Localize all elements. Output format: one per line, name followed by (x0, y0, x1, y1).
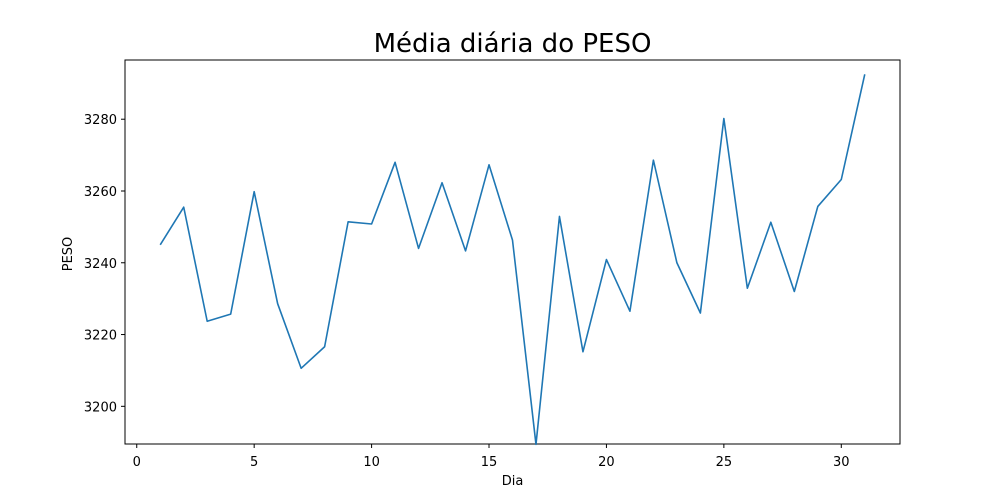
data-point (534, 442, 538, 446)
data-point (628, 309, 632, 313)
y-tick-label: 3240 (84, 257, 117, 272)
data-point (604, 258, 608, 262)
data-point (440, 181, 444, 185)
data-point (299, 366, 303, 370)
y-tick-label: 3220 (84, 329, 117, 344)
data-point (792, 289, 796, 293)
data-point (464, 249, 468, 253)
plot-area: 0 5 10 15 20 25 30 3200 3220 3240 3260 3280 (84, 59, 901, 470)
data-point (745, 286, 749, 290)
data-point (229, 312, 233, 316)
data-point (651, 158, 655, 162)
y-tick-label: 3200 (84, 400, 117, 415)
data-point (511, 238, 515, 242)
data-point (675, 261, 679, 265)
y-axis-label: PESO (61, 237, 76, 272)
x-tick-label: 25 (716, 455, 733, 470)
data-point (252, 190, 256, 194)
x-tick-label: 20 (598, 455, 615, 470)
data-point (393, 160, 397, 164)
data-point (722, 116, 726, 120)
chart-title: Média diária do PESO (374, 29, 652, 59)
data-point (276, 302, 280, 306)
data-point (698, 311, 702, 315)
data-point (863, 72, 867, 76)
data-point (816, 204, 820, 208)
x-tick-label: 0 (133, 455, 141, 470)
data-point (581, 350, 585, 354)
data-point (158, 243, 162, 247)
x-axis-label: Dia (502, 474, 524, 489)
x-tick-label: 15 (481, 455, 498, 470)
x-tick-label: 10 (363, 455, 380, 470)
data-point (205, 319, 209, 323)
y-tick-label: 3260 (84, 185, 117, 200)
data-point (370, 222, 374, 226)
series-line (159, 74, 866, 446)
data-point (182, 205, 186, 209)
data-point (769, 220, 773, 224)
data-point (839, 178, 843, 182)
x-tick-label: 30 (833, 455, 850, 470)
x-tick-label: 5 (250, 455, 258, 470)
data-point (323, 345, 327, 349)
plot-frame (124, 59, 901, 445)
data-point (557, 214, 561, 218)
data-point (417, 246, 421, 250)
data-point (487, 163, 491, 167)
y-tick-label: 3280 (84, 113, 117, 128)
data-point (346, 220, 350, 224)
